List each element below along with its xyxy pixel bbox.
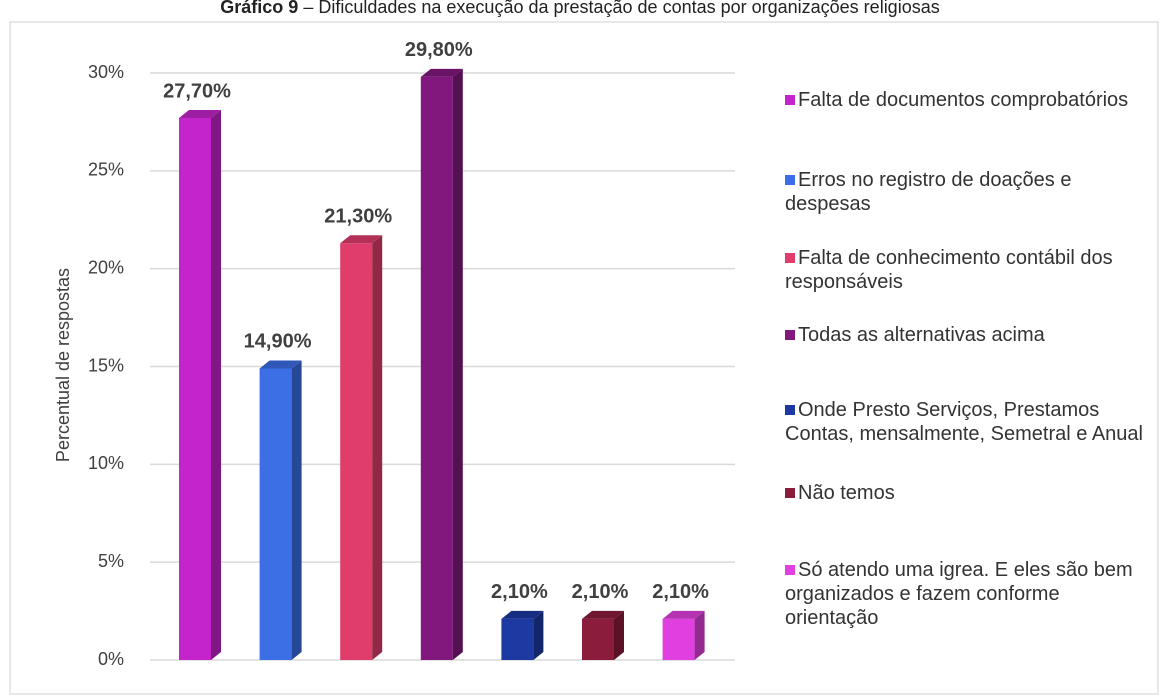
legend-item: Todas as alternativas acima (785, 323, 1155, 347)
bar (582, 618, 614, 660)
data-label: 14,90% (244, 331, 312, 353)
y-tick-label: 25% (88, 160, 124, 180)
bar-side (694, 610, 705, 660)
chart-title: Gráfico 9 – Dificuldades na execução da … (220, 0, 939, 17)
legend-item: Onde Presto Serviços, Prestamos Contas, … (785, 398, 1155, 446)
y-tick-label: 20% (88, 257, 124, 277)
bar-side (533, 610, 544, 660)
bar (179, 118, 211, 660)
title-text: – Dificuldades na execução da prestação … (303, 0, 939, 17)
data-label: 29,80% (405, 39, 473, 61)
legend-swatch (785, 565, 795, 575)
bar-top (662, 610, 705, 619)
y-tick-label: 5% (98, 551, 124, 571)
y-axis-label: Percentual de respostas (53, 268, 73, 462)
bar-top (259, 360, 302, 369)
legend-item: Não temos (785, 481, 1155, 505)
bar-top (340, 235, 383, 244)
legend-item: Só atendo uma igrea. E eles são bem orga… (785, 558, 1155, 630)
data-label: 2,10% (652, 581, 709, 603)
y-tick-label: 15% (88, 355, 124, 375)
data-label: 27,70% (163, 80, 231, 102)
bar-side (452, 68, 463, 660)
legend-swatch (785, 405, 795, 415)
legend-label: Erros no registro de doações e despesas (785, 169, 1072, 215)
legend-item: Falta de conhecimento contábil dos respo… (785, 246, 1155, 294)
legend-label: Falta de documentos comprobatórios (798, 89, 1129, 111)
bar-top (582, 610, 624, 619)
legend-swatch (785, 253, 795, 263)
bar-side (614, 610, 624, 660)
bar-top (420, 68, 463, 77)
bar-side (372, 235, 383, 661)
legend-label: Todas as alternativas acima (798, 324, 1045, 346)
bar (259, 368, 292, 660)
y-tick-label: 10% (88, 453, 124, 473)
legend-swatch (785, 330, 795, 340)
y-tick-label: 0% (98, 649, 124, 669)
legend-label: Não temos (798, 482, 895, 504)
bar-top (501, 610, 544, 619)
bar (662, 618, 695, 660)
legend-label: Falta de conhecimento contábil dos respo… (785, 247, 1113, 293)
bar-side (291, 360, 302, 660)
data-label: 21,30% (324, 206, 392, 228)
bar (340, 243, 373, 661)
data-label: 2,10% (491, 581, 548, 603)
data-label: 2,10% (572, 581, 629, 603)
legend-item: Erros no registro de doações e despesas (785, 168, 1155, 216)
bar (501, 618, 534, 660)
y-tick-label: 30% (88, 62, 124, 82)
legend-label: Só atendo uma igrea. E eles são bem orga… (785, 559, 1133, 629)
legend-swatch (785, 488, 795, 498)
title-label: Gráfico 9 (220, 0, 298, 17)
legend-item: Falta de documentos comprobatórios (785, 88, 1155, 112)
chart-frame (9, 21, 1159, 695)
bar-side (211, 110, 221, 660)
legend-swatch (785, 175, 795, 185)
legend-label: Onde Presto Serviços, Prestamos Contas, … (785, 399, 1143, 445)
bar-top (179, 110, 221, 119)
bar (420, 76, 453, 660)
legend-swatch (785, 95, 795, 105)
